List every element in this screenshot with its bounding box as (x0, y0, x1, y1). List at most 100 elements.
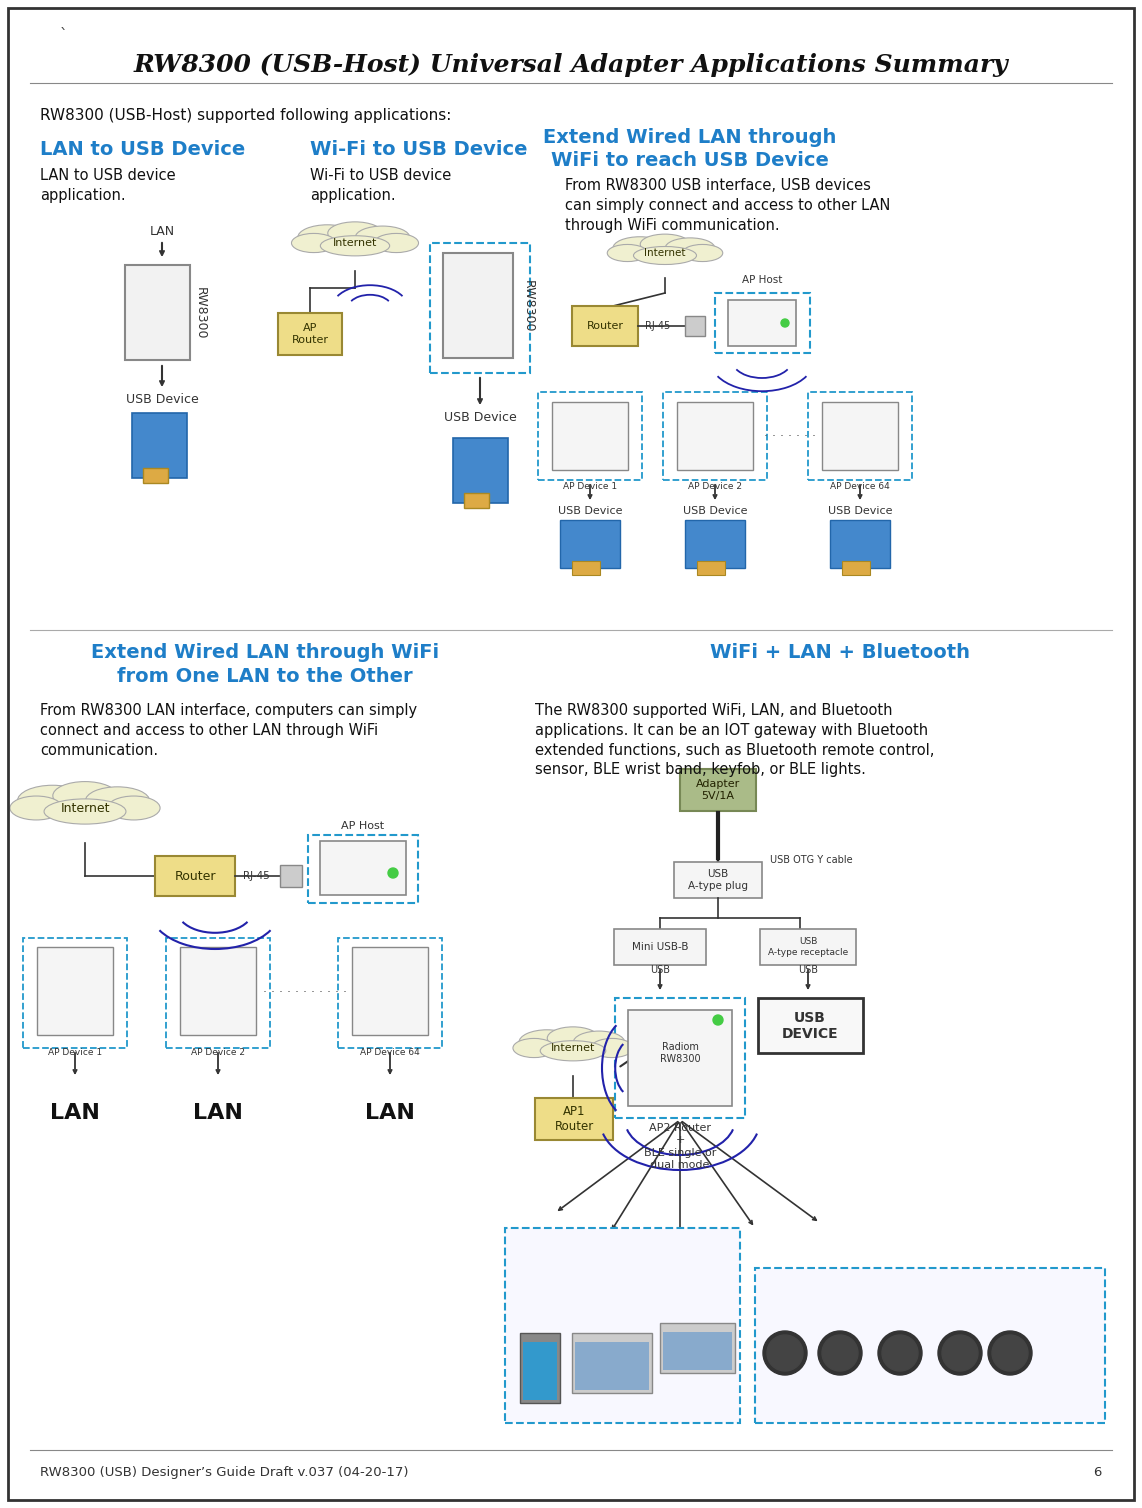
Text: Adapter
5V/1A: Adapter 5V/1A (695, 780, 740, 801)
Text: RW8300 (USB-Host) Universal Adapter Applications Summary: RW8300 (USB-Host) Universal Adapter Appl… (134, 53, 1008, 77)
Circle shape (767, 1335, 803, 1371)
Bar (759, 929, 856, 965)
Bar (677, 403, 753, 470)
Text: AP Host: AP Host (341, 820, 385, 831)
Bar (560, 520, 620, 569)
Ellipse shape (321, 235, 389, 256)
Bar (143, 467, 168, 483)
Text: Extend Wired LAN through
WiFi to reach USB Device: Extend Wired LAN through WiFi to reach U… (544, 128, 837, 170)
Bar (180, 947, 256, 1034)
Circle shape (822, 1335, 858, 1371)
Text: AP2 Router
+
BLE single or
dual mode: AP2 Router + BLE single or dual mode (644, 1123, 716, 1170)
Text: From RW8300 USB interface, USB devices
can simply connect and access to other LA: From RW8300 USB interface, USB devices c… (565, 178, 891, 232)
Bar (572, 306, 638, 345)
Text: AP Device 2: AP Device 2 (687, 483, 742, 492)
Circle shape (388, 869, 399, 878)
Text: WiFi + LAN + Bluetooth: WiFi + LAN + Bluetooth (710, 642, 970, 662)
Bar (755, 1268, 1105, 1424)
Text: · · · · · · ·: · · · · · · · (764, 430, 817, 442)
Bar (538, 392, 642, 480)
Bar (842, 561, 870, 575)
Bar (453, 437, 508, 504)
Bar (37, 947, 113, 1034)
Bar (679, 769, 756, 811)
Text: AP Host: AP Host (742, 274, 782, 285)
Ellipse shape (298, 225, 357, 250)
Bar (124, 265, 190, 360)
Bar (520, 1333, 560, 1402)
Ellipse shape (518, 1030, 576, 1056)
Bar (674, 863, 762, 897)
Ellipse shape (86, 787, 150, 816)
Circle shape (818, 1332, 862, 1375)
Bar (614, 929, 706, 965)
Bar (523, 1342, 557, 1399)
Text: The RW8300 supported WiFi, LAN, and Bluetooth
applications. It can be an IOT gat: The RW8300 supported WiFi, LAN, and Blue… (534, 703, 934, 778)
Ellipse shape (547, 1027, 598, 1050)
Ellipse shape (373, 234, 418, 252)
Bar (572, 561, 600, 575)
Bar (822, 403, 898, 470)
Text: · · · · · · · · · · ·: · · · · · · · · · · · (263, 986, 347, 1000)
Text: RJ-45: RJ-45 (645, 321, 670, 330)
Circle shape (938, 1332, 982, 1375)
Ellipse shape (10, 796, 63, 820)
Text: USB Device: USB Device (683, 507, 747, 516)
Text: USB Device: USB Device (443, 412, 516, 424)
Bar (166, 938, 270, 1048)
Bar (464, 493, 489, 508)
Ellipse shape (641, 234, 690, 255)
Bar (660, 1323, 735, 1372)
Bar (132, 413, 187, 478)
Text: RJ-45: RJ-45 (243, 872, 270, 881)
Text: USB Device: USB Device (828, 507, 892, 516)
Circle shape (713, 1015, 723, 1025)
Text: 6: 6 (1094, 1466, 1102, 1479)
Text: Internet: Internet (644, 247, 685, 258)
Bar (352, 947, 428, 1034)
Bar (280, 866, 301, 887)
Text: LAN to USB device
application.: LAN to USB device application. (40, 167, 176, 202)
Text: Mini USB-B: Mini USB-B (632, 942, 689, 952)
Circle shape (781, 320, 789, 327)
Ellipse shape (45, 799, 126, 823)
Bar (664, 392, 767, 480)
Text: `: ` (61, 29, 67, 44)
Text: USB
DEVICE: USB DEVICE (781, 1010, 838, 1041)
Ellipse shape (666, 238, 715, 258)
Bar (664, 1332, 732, 1369)
Bar (308, 835, 418, 903)
Bar (830, 520, 890, 569)
Text: USB: USB (798, 965, 818, 976)
Ellipse shape (613, 237, 667, 259)
Bar (443, 253, 513, 357)
Bar (685, 520, 745, 569)
Text: USB OTG Y cable: USB OTG Y cable (770, 855, 853, 866)
Ellipse shape (573, 1031, 625, 1054)
Circle shape (878, 1332, 922, 1375)
Text: Wi-Fi to USB device
application.: Wi-Fi to USB device application. (309, 167, 451, 202)
Bar (809, 392, 912, 480)
Bar (338, 938, 442, 1048)
Text: LAN to USB Device: LAN to USB Device (40, 140, 246, 158)
Text: LAN: LAN (365, 1102, 415, 1123)
Text: Radiom
RW8300: Radiom RW8300 (660, 1042, 700, 1063)
Text: Wi-Fi to USB Device: Wi-Fi to USB Device (309, 140, 528, 158)
Bar (23, 938, 127, 1048)
Circle shape (763, 1332, 807, 1375)
Text: Extend Wired LAN through WiFi
from One LAN to the Other: Extend Wired LAN through WiFi from One L… (91, 642, 439, 686)
Text: LAN: LAN (50, 1102, 100, 1123)
Text: RW8300 (USB-Host) supported following applications:: RW8300 (USB-Host) supported following ap… (40, 109, 451, 124)
Bar (715, 293, 810, 353)
Text: Internet: Internet (61, 801, 110, 814)
Text: RW8300: RW8300 (193, 287, 207, 339)
Text: AP1
Router: AP1 Router (554, 1105, 594, 1133)
Bar (278, 314, 341, 354)
Text: AP Device 64: AP Device 64 (360, 1048, 420, 1057)
Text: LAN: LAN (193, 1102, 243, 1123)
Ellipse shape (540, 1041, 605, 1062)
Text: AP Device 1: AP Device 1 (48, 1048, 102, 1057)
Bar (758, 998, 863, 1053)
Circle shape (988, 1332, 1032, 1375)
Ellipse shape (590, 1039, 633, 1057)
